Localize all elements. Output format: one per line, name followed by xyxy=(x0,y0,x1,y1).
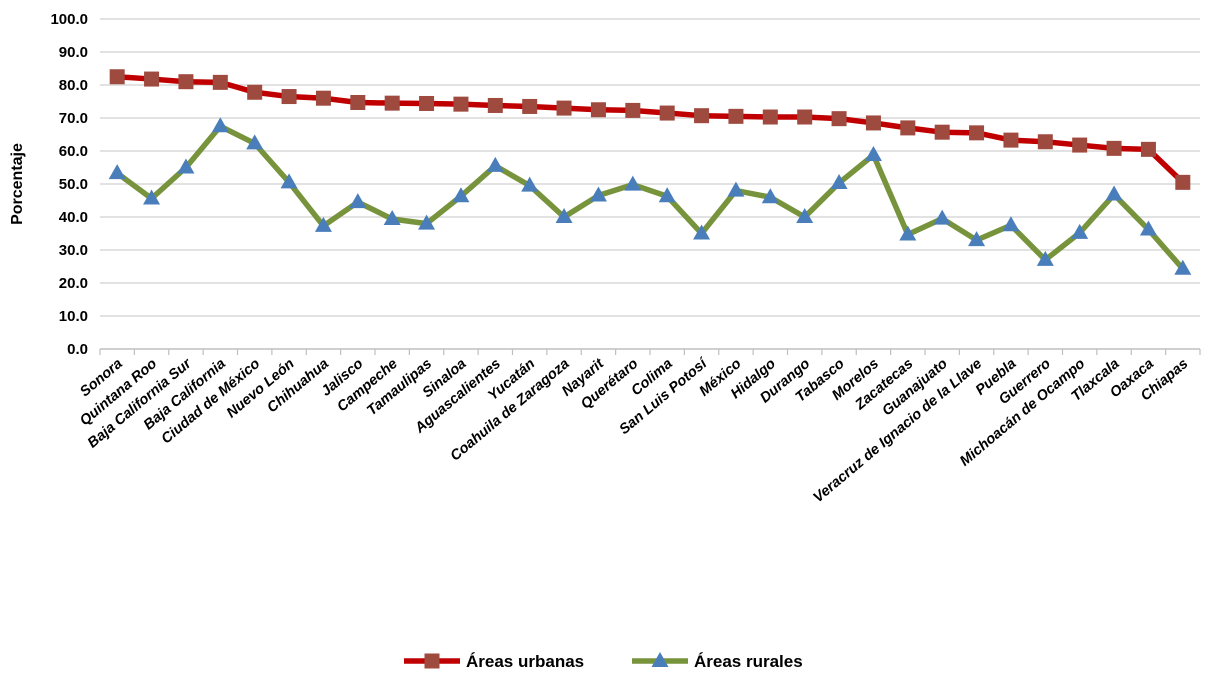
data-point-1-30 xyxy=(1139,220,1157,236)
legend: Áreas urbanas Áreas rurales xyxy=(404,652,803,671)
data-point-0-20 xyxy=(797,109,813,125)
data-point-0-3 xyxy=(212,74,228,90)
y-axis: 0.0 10.0 20.0 30.0 40.0 50.0 60.0 70.0 80.0 90.0 1… xyxy=(50,11,88,358)
y-tick-label: 60.0 xyxy=(59,143,88,160)
data-point-1-18 xyxy=(727,181,745,197)
data-point-1-10 xyxy=(452,187,470,203)
data-point-0-16 xyxy=(659,105,675,121)
data-point-0-15 xyxy=(625,102,641,118)
data-point-0-5 xyxy=(281,89,297,105)
legend-label: Áreas urbanas xyxy=(466,652,584,671)
data-point-0-13 xyxy=(556,100,572,116)
legend-marker-1 xyxy=(651,652,669,667)
series-line-1 xyxy=(115,123,1185,271)
data-point-1-8 xyxy=(383,209,401,225)
data-point-1-27 xyxy=(1036,250,1054,266)
y-tick-label: 10.0 xyxy=(59,308,88,325)
data-point-0-4 xyxy=(247,84,263,100)
data-point-1-26 xyxy=(1002,216,1020,232)
series-markers xyxy=(108,69,1192,275)
legend-label: Áreas rurales xyxy=(694,652,803,671)
data-point-0-11 xyxy=(487,97,503,113)
series-lines xyxy=(115,74,1185,271)
data-point-1-21 xyxy=(830,174,848,190)
data-point-0-7 xyxy=(350,94,366,110)
y-tick-label: 20.0 xyxy=(59,275,88,292)
data-point-1-4 xyxy=(246,134,264,150)
data-point-0-14 xyxy=(590,102,606,118)
data-point-1-3 xyxy=(211,117,229,133)
data-point-0-21 xyxy=(831,111,847,127)
data-point-0-31 xyxy=(1175,174,1191,190)
data-point-1-25 xyxy=(968,231,986,247)
data-point-0-9 xyxy=(419,95,435,111)
data-point-0-1 xyxy=(144,71,160,87)
data-point-1-7 xyxy=(349,193,367,209)
data-point-1-5 xyxy=(280,173,298,189)
y-tick-label: 40.0 xyxy=(59,209,88,226)
y-tick-label: 70.0 xyxy=(59,110,88,127)
data-point-0-23 xyxy=(900,120,916,136)
data-point-1-13 xyxy=(555,208,573,223)
data-point-1-24 xyxy=(933,209,951,225)
data-point-0-26 xyxy=(1003,132,1019,148)
data-point-0-6 xyxy=(315,90,331,106)
data-point-0-28 xyxy=(1072,137,1088,153)
data-point-1-29 xyxy=(1105,185,1123,201)
data-point-0-2 xyxy=(178,74,194,90)
data-point-0-30 xyxy=(1140,141,1156,157)
data-point-0-24 xyxy=(934,124,950,140)
data-point-1-12 xyxy=(521,176,539,192)
data-point-1-6 xyxy=(314,216,332,232)
data-point-0-27 xyxy=(1037,134,1053,150)
data-point-1-19 xyxy=(761,188,779,204)
data-point-0-12 xyxy=(522,98,538,114)
gridlines xyxy=(100,18,1200,317)
data-point-0-10 xyxy=(453,96,469,112)
data-point-0-19 xyxy=(762,109,778,125)
data-point-1-20 xyxy=(796,208,814,223)
data-point-0-8 xyxy=(384,95,400,111)
data-point-1-23 xyxy=(899,225,917,241)
data-point-1-0 xyxy=(108,164,126,180)
y-tick-label: 80.0 xyxy=(59,77,88,94)
data-point-0-0 xyxy=(109,69,125,85)
data-point-1-17 xyxy=(693,224,711,240)
data-point-1-31 xyxy=(1174,259,1192,275)
data-point-1-1 xyxy=(143,189,161,205)
data-point-1-15 xyxy=(624,175,642,191)
legend-marker-0 xyxy=(424,653,440,669)
y-tick-label: 90.0 xyxy=(59,44,88,61)
data-point-1-2 xyxy=(177,158,195,174)
y-tick-label: 30.0 xyxy=(59,242,88,259)
data-point-1-14 xyxy=(589,186,607,202)
data-point-0-18 xyxy=(728,108,744,124)
data-point-0-29 xyxy=(1106,140,1122,156)
data-point-1-11 xyxy=(486,156,504,172)
data-point-1-9 xyxy=(418,214,436,230)
data-point-1-28 xyxy=(1071,223,1089,239)
y-tick-label: 50.0 xyxy=(59,176,88,193)
data-point-1-22 xyxy=(864,145,882,161)
data-point-0-25 xyxy=(969,125,985,141)
data-point-0-17 xyxy=(694,108,710,124)
data-point-0-22 xyxy=(865,115,881,131)
data-point-1-16 xyxy=(658,187,676,203)
y-tick-label: 100.0 xyxy=(50,11,88,28)
y-axis-label: Porcentaje xyxy=(9,143,26,225)
y-tick-label: 0.0 xyxy=(67,341,88,358)
